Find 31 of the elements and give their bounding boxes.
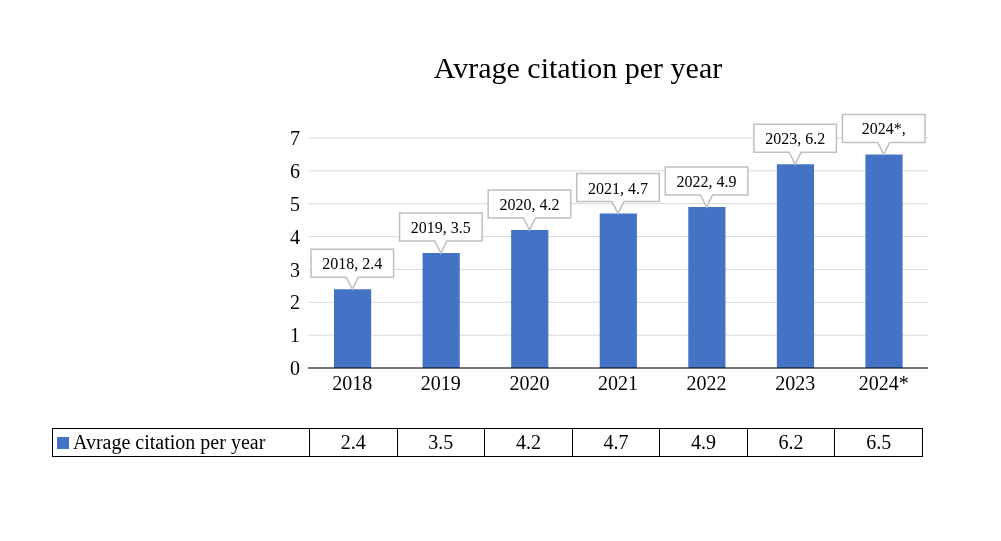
annotation: 2024*, [861, 120, 906, 138]
x-tick-label: 2021 [598, 372, 638, 395]
y-tick-label: 3 [290, 258, 300, 281]
annotation: 2023, 6.2 [765, 130, 826, 148]
x-tick-label: 2022 [686, 372, 727, 395]
y-tick-label: 0 [290, 357, 300, 380]
annotation: 2022, 4.9 [676, 173, 737, 190]
y-tick-label: 5 [290, 192, 300, 215]
legend-label: Avrage citation per year [72, 431, 266, 453]
annotation: 2020, 4.2 [499, 196, 560, 213]
data-label: 6.5 [834, 428, 923, 457]
data-label: 4.7 [572, 428, 660, 457]
x-tick-label: 2019 [420, 372, 461, 395]
annotation: 2021, 4.7 [588, 179, 648, 197]
y-tick-label: 4 [290, 225, 300, 248]
y-tick-label: 1 [290, 324, 300, 347]
annotation: 2019, 3.5 [410, 219, 471, 236]
x-tick-label: 2024* [858, 372, 909, 395]
chart-title: Avrage citation per year [433, 51, 723, 84]
data-label: 3.5 [397, 428, 485, 457]
annotation: 2018, 2.4 [322, 255, 383, 273]
x-tick-label: 2018 [332, 372, 373, 395]
data-label: 2.4 [309, 428, 398, 457]
x-tick-label: 2023 [775, 372, 816, 395]
data-label: 4.2 [484, 428, 573, 457]
data-label: 6.2 [747, 428, 835, 457]
y-tick-label: 2 [290, 291, 300, 314]
x-tick-label: 2020 [509, 372, 550, 395]
y-tick-label: 6 [290, 159, 300, 182]
data-label: 4.9 [659, 428, 748, 457]
y-tick-label: 7 [290, 127, 300, 150]
